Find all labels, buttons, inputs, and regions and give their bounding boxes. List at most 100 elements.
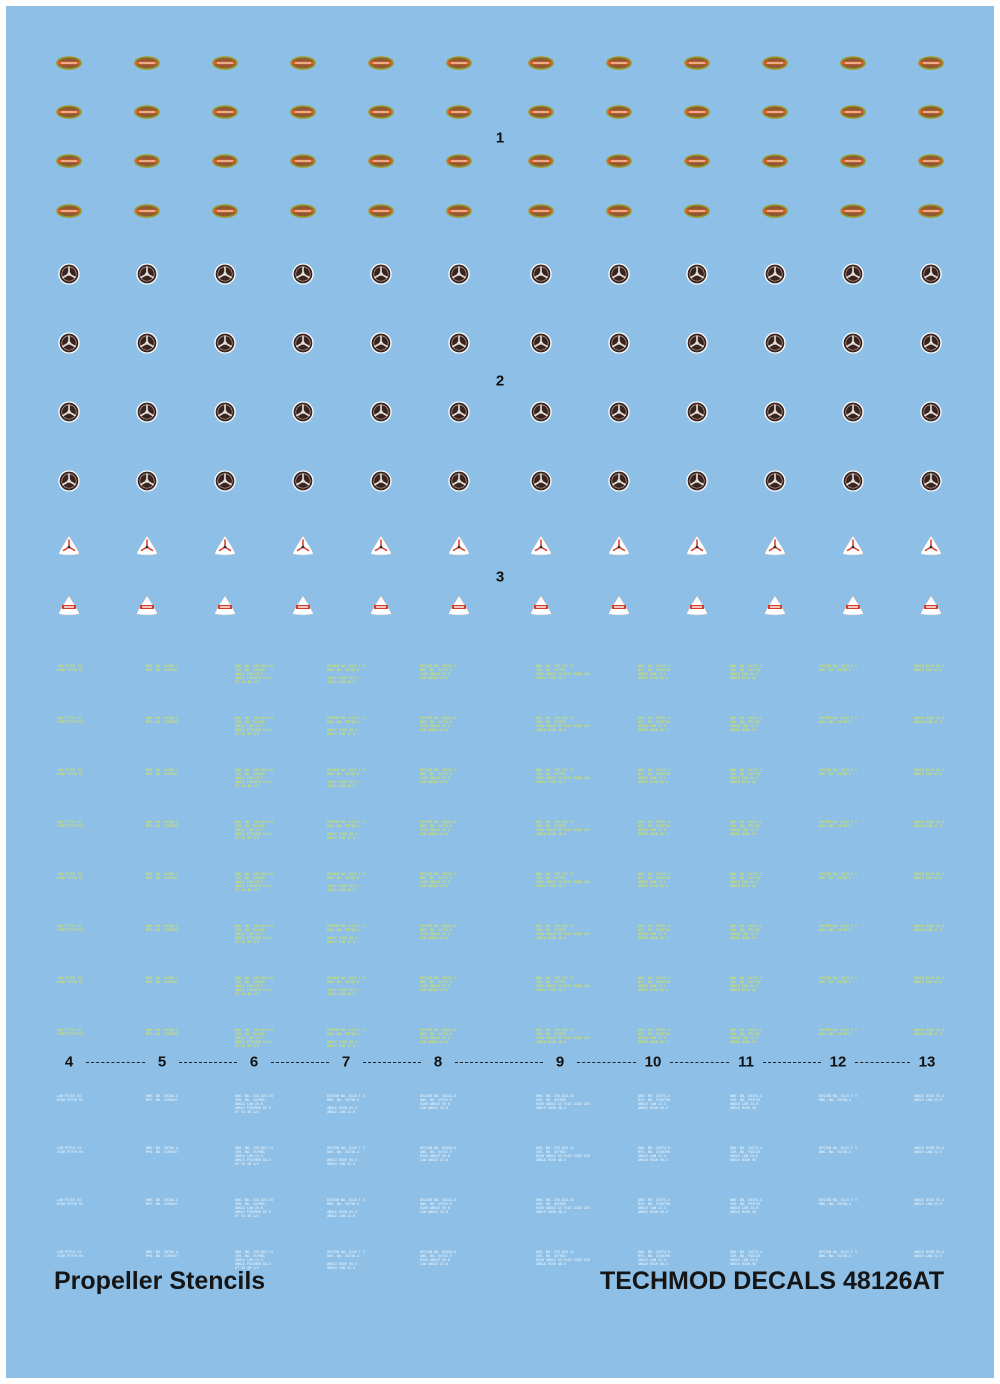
- warning-triangle-decal: [448, 535, 470, 556]
- propeller-stencil-7: DESIGN NO. 6113 T 3 DWG. NO. 33736-4 ANG…: [327, 1028, 365, 1048]
- dashed-separator: [86, 1062, 145, 1063]
- propeller-hub-decal: [448, 263, 470, 285]
- propeller-stencil-5: DWG. NO. 20346-4 MFG. NO. 5156457: [146, 768, 178, 776]
- propeller-stencil-7: DESIGN NO. 6113 T 3 DWG. NO. 33736-4 ANG…: [327, 872, 365, 892]
- propeller-oval-decal: [56, 154, 82, 168]
- propeller-stencil-5: DWG. NO. 20346-4 MFG. NO. 5156457: [146, 924, 178, 932]
- propeller-stencil-8: DESIGN NO. 6353A-6 DWG. NO. 33752-5 HIGH…: [420, 872, 456, 888]
- propeller-oval-decal: [134, 105, 160, 119]
- stencil-number: 9: [555, 1053, 565, 1071]
- propeller-hub-decal: [686, 332, 708, 354]
- propeller-stencil-4: LOW PITCH 24 HIGH PITCH 55: [57, 1146, 83, 1154]
- propeller-stencil-9: DWG. NO. 233-023-15 SER. NO. 457981 HIGH…: [536, 1146, 590, 1162]
- propeller-oval-decal: [840, 56, 866, 70]
- propeller-stencil-12: DESIGN NO. 6113 T 3 DWG. NO. 33736-4: [819, 976, 857, 984]
- warning-triangle-decal: [842, 535, 864, 556]
- propeller-hub-decal: [608, 263, 630, 285]
- propeller-stencil-6: DWG. NO. 233-023-14 SER. NO. 457981 ANGL…: [235, 1094, 273, 1114]
- propeller-hub-decal: [920, 263, 942, 285]
- propeller-stencil-8: DESIGN NO. 6353A-6 DWG. NO. 33752-5 HIGH…: [420, 1028, 456, 1044]
- propeller-hub-decal: [920, 470, 942, 492]
- propeller-hub-decal: [58, 332, 80, 354]
- propeller-stencil-5: DWG. NO. 20346-4 MFG. NO. 5156457: [146, 1146, 178, 1154]
- propeller-stencil-5: DWG. NO. 20346-4 MFG. NO. 5156457: [146, 1028, 178, 1036]
- propeller-stencil-5: DWG. NO. 20346-4 MFG. NO. 5156457: [146, 1198, 178, 1206]
- propeller-stencil-4: LOW PITCH 24 HIGH PITCH 55: [57, 1028, 83, 1036]
- warning-triangle-decal: [292, 535, 314, 556]
- propeller-stencil-13: ANGLE HIGH 55.4 ANGLE LOW 22.5: [914, 1198, 944, 1206]
- propeller-stencil-6: DWG. NO. 233-023-14 SER. NO. 457981 ANGL…: [235, 1250, 273, 1270]
- propeller-stencil-8: DESIGN NO. 6353A-6 DWG. NO. 33752-5 HIGH…: [420, 664, 456, 680]
- propeller-oval-decal: [368, 204, 394, 218]
- propeller-stencil-6: DWG. NO. 233-023-14 SER. NO. 457981 ANGL…: [235, 716, 273, 736]
- warning-triangle-decal: [370, 595, 392, 616]
- propeller-stencil-8: DESIGN NO. 6353A-6 DWG. NO. 33752-5 HIGH…: [420, 820, 456, 836]
- propeller-stencil-6: DWG. NO. 233-023-14 SER. NO. 457981 ANGL…: [235, 1198, 273, 1218]
- propeller-hub-decal: [214, 332, 236, 354]
- warning-triangle-decal: [764, 535, 786, 556]
- propeller-stencil-7: DESIGN NO. 6113 T 3 DWG. NO. 33736-4 ANG…: [327, 716, 365, 736]
- decal-sheet: 1 2 3 4 5 6 7 8 9 10 11 12 13 Propeller Stencils …: [6, 6, 994, 1378]
- propeller-stencil-6: DWG. NO. 233-023-14 SER. NO. 457981 ANGL…: [235, 664, 273, 684]
- stencil-number: 13: [918, 1053, 936, 1071]
- stencil-number: 7: [341, 1053, 351, 1071]
- propeller-oval-decal: [446, 105, 472, 119]
- propeller-stencil-7: DESIGN NO. 6113 T 3 DWG. NO. 33736-4 ANG…: [327, 1250, 365, 1270]
- propeller-stencil-9: DWG. NO. 233-023-15 SER. NO. 457981 HIGH…: [536, 1028, 590, 1044]
- warning-triangle-decal: [686, 595, 708, 616]
- propeller-oval-decal: [528, 56, 554, 70]
- propeller-stencil-12: DESIGN NO. 6113 T 3 DWG. NO. 33736-4: [819, 1028, 857, 1036]
- warning-triangle-decal: [920, 595, 942, 616]
- propeller-hub-decal: [136, 332, 158, 354]
- propeller-oval-decal: [134, 154, 160, 168]
- propeller-stencil-10: DWG. NO. 20374-4 MFG. NO. 5156790 ANGLE …: [638, 872, 670, 888]
- propeller-stencil-5: DWG. NO. 20346-4 MFG. NO. 5156457: [146, 976, 178, 984]
- propeller-hub-decal: [764, 263, 786, 285]
- propeller-stencil-4: LOW PITCH 24 HIGH PITCH 55: [57, 1250, 83, 1258]
- propeller-hub-decal: [608, 470, 630, 492]
- propeller-stencil-4: LOW PITCH 24 HIGH PITCH 55: [57, 716, 83, 724]
- propeller-oval-decal: [446, 204, 472, 218]
- propeller-oval-decal: [290, 56, 316, 70]
- propeller-stencil-6: DWG. NO. 233-023-14 SER. NO. 457981 ANGL…: [235, 1146, 273, 1166]
- propeller-hub-decal: [58, 263, 80, 285]
- propeller-stencil-8: DESIGN NO. 6353A-6 DWG. NO. 33752-5 HIGH…: [420, 1146, 456, 1162]
- propeller-oval-decal: [684, 56, 710, 70]
- propeller-oval-decal: [290, 154, 316, 168]
- propeller-stencil-10: DWG. NO. 20374-4 MFG. NO. 5156790 ANGLE …: [638, 664, 670, 680]
- dashed-separator: [763, 1062, 821, 1063]
- propeller-stencil-10: DWG. NO. 20374-4 MFG. NO. 5156790 ANGLE …: [638, 1094, 670, 1110]
- product-code: TECHMOD DECALS 48126AT: [599, 1267, 944, 1295]
- propeller-stencil-13: ANGLE HIGH 55.4 ANGLE LOW 22.5: [914, 976, 944, 984]
- dashed-separator: [455, 1062, 543, 1063]
- stencil-number: 8: [433, 1053, 443, 1071]
- propeller-oval-decal: [918, 154, 944, 168]
- propeller-oval-decal: [840, 105, 866, 119]
- propeller-hub-decal: [608, 332, 630, 354]
- propeller-stencil-7: DESIGN NO. 6113 T 3 DWG. NO. 33736-4 ANG…: [327, 820, 365, 840]
- stencil-number: 10: [644, 1053, 662, 1071]
- propeller-oval-decal: [134, 56, 160, 70]
- propeller-hub-decal: [214, 401, 236, 423]
- propeller-oval-decal: [290, 105, 316, 119]
- stencil-number: 12: [829, 1053, 847, 1071]
- propeller-hub-decal: [292, 401, 314, 423]
- propeller-oval-decal: [918, 56, 944, 70]
- propeller-stencil-5: DWG. NO. 20346-4 MFG. NO. 5156457: [146, 872, 178, 880]
- warning-triangle-decal: [214, 535, 236, 556]
- propeller-hub-decal: [764, 332, 786, 354]
- dashed-separator: [577, 1062, 636, 1063]
- propeller-oval-decal: [684, 154, 710, 168]
- propeller-stencil-10: DWG. NO. 20374-4 MFG. NO. 5156790 ANGLE …: [638, 1198, 670, 1214]
- warning-triangle-decal: [530, 535, 552, 556]
- propeller-hub-decal: [136, 470, 158, 492]
- propeller-stencil-13: ANGLE HIGH 55.4 ANGLE LOW 22.5: [914, 924, 944, 932]
- propeller-oval-decal: [212, 154, 238, 168]
- propeller-stencil-10: DWG. NO. 20374-4 MFG. NO. 5156790 ANGLE …: [638, 716, 670, 732]
- propeller-stencil-13: ANGLE HIGH 55.4 ANGLE LOW 22.5: [914, 1094, 944, 1102]
- propeller-stencil-13: ANGLE HIGH 55.4 ANGLE LOW 22.5: [914, 716, 944, 724]
- propeller-stencil-10: DWG. NO. 20374-4 MFG. NO. 5156790 ANGLE …: [638, 820, 670, 836]
- warning-triangle-decal: [764, 595, 786, 616]
- propeller-stencil-13: ANGLE HIGH 55.4 ANGLE LOW 22.5: [914, 768, 944, 776]
- propeller-stencil-5: DWG. NO. 20346-4 MFG. NO. 5156457: [146, 1094, 178, 1102]
